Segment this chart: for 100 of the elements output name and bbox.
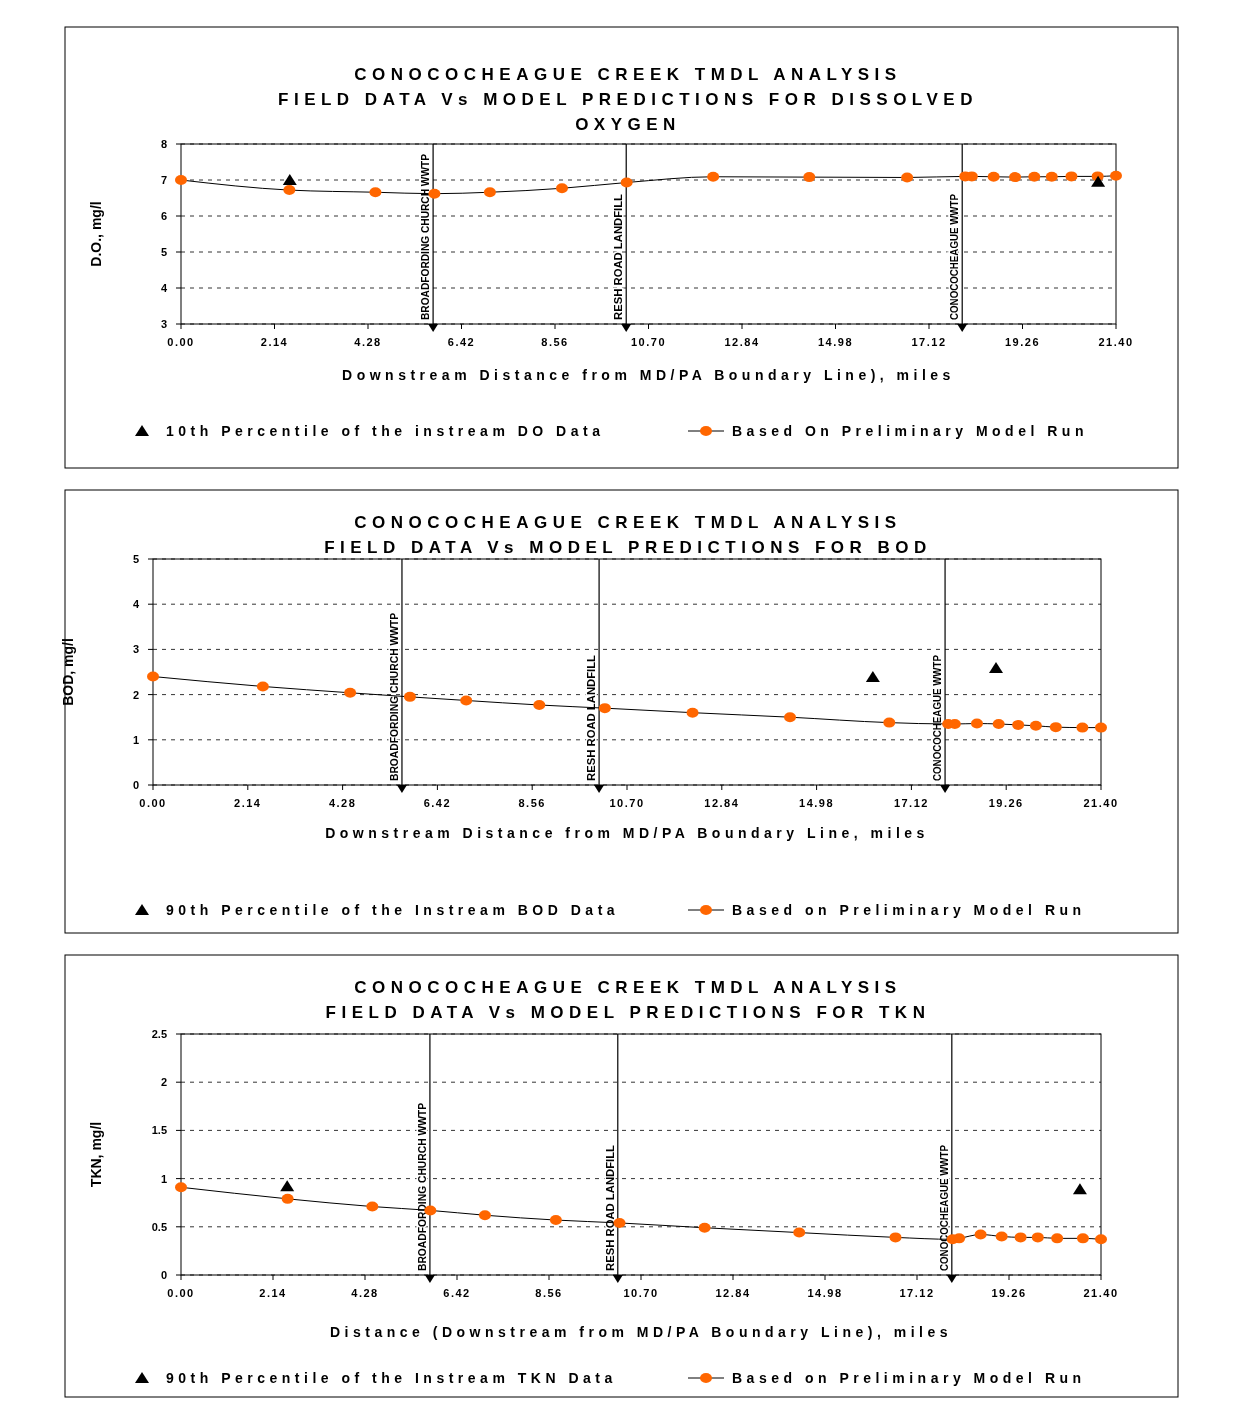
legend-label: 90th Percentile of the Instream BOD Data — [166, 902, 620, 918]
x-axis-title: Distance (Downstream from MD/PA Boundary Line), miles — [329, 1324, 953, 1340]
x-tick-label: 21.40 — [1083, 1287, 1119, 1299]
point — [1095, 722, 1107, 733]
x-tick-label: 4.28 — [354, 336, 382, 348]
y-tick-label: 1 — [160, 1172, 167, 1185]
point — [992, 718, 1005, 729]
point — [1014, 1232, 1027, 1243]
point — [281, 1193, 294, 1204]
y-tick-label: 0 — [132, 779, 139, 791]
y-tick-label: 5 — [132, 553, 139, 565]
x-tick-label: 19.26 — [988, 797, 1024, 809]
point — [970, 718, 983, 729]
point — [428, 188, 441, 199]
point — [989, 661, 1004, 673]
point — [1029, 720, 1042, 731]
point — [784, 712, 797, 723]
point — [483, 187, 496, 198]
x-tick-label: 10.70 — [609, 797, 645, 809]
y-tick-label: 2.5 — [151, 1028, 167, 1040]
point — [1065, 171, 1078, 182]
point — [1076, 1233, 1089, 1244]
point — [555, 183, 568, 194]
legend-label: 90th Percentile of the Instream TKN Data — [166, 1370, 617, 1386]
legend-label: Based on Preliminary Model Run — [732, 902, 1086, 918]
y-tick-label: 2 — [132, 688, 139, 701]
point — [865, 670, 880, 682]
x-tick-label: 2.14 — [260, 336, 289, 348]
y-tick-label: 4 — [160, 282, 168, 294]
x-tick-label: 4.28 — [328, 797, 357, 809]
x-tick-label: 21.40 — [1098, 336, 1134, 348]
x-tick-label: 10.70 — [630, 336, 667, 348]
legend-label: Based On Preliminary Model Run — [732, 423, 1088, 439]
ref-line-label: CONOCOCHEAGUE WWTP — [948, 177, 961, 320]
point — [369, 187, 382, 198]
point — [1045, 171, 1058, 182]
point — [280, 1180, 295, 1192]
point — [1095, 1234, 1107, 1245]
x-tick-label: 0.00 — [167, 336, 195, 348]
point — [175, 1182, 187, 1193]
x-tick-label: 14.98 — [807, 1287, 843, 1299]
y-tick-label: 2 — [160, 1076, 167, 1089]
point — [686, 707, 699, 718]
point — [613, 1217, 626, 1228]
y-tick-label: 6 — [160, 210, 167, 222]
point — [995, 1231, 1008, 1242]
x-tick-label: 19.26 — [1004, 336, 1041, 348]
ref-line-label: CONOCOCHEAGUE WWTP — [937, 1128, 950, 1271]
point — [533, 700, 546, 710]
point — [282, 174, 297, 185]
ref-line-label: BROADFORDING CHURCH WWTP — [419, 140, 432, 320]
x-axis-title: Downstream Distance from MD/PA Boundary Line), miles — [342, 367, 955, 383]
x-tick-label: 12.84 — [715, 1287, 751, 1299]
ref-line-label: RESH ROAD LANDFILL — [612, 193, 625, 320]
y-tick-label: 4 — [132, 598, 140, 611]
y-tick-label: 5 — [160, 246, 167, 258]
y-tick-label: 0 — [160, 1269, 167, 1281]
x-tick-label: 0.00 — [139, 797, 167, 809]
y-axis-title: D.O., mg/l — [88, 201, 104, 267]
chart-title: CONOCOCHEAGUE CREEK TMDL ANALYSIS FIELD DATA Vs MODEL PREDICTIONS FOR BOD — [324, 513, 932, 557]
x-tick-label: 19.26 — [991, 1287, 1027, 1299]
point — [478, 1210, 491, 1221]
x-tick-label: 6.42 — [447, 336, 476, 348]
ref-line-label: RESH ROAD LANDFILL — [603, 1144, 616, 1271]
chart-title: CONOCOCHEAGUE CREEK TMDL ANALYSIS FIELD DATA Vs MODEL PREDICTIONS FOR TKN — [325, 978, 931, 1022]
legend-label: Based on Preliminary Model Run — [732, 1370, 1086, 1386]
point — [620, 177, 633, 188]
x-tick-label: 8.56 — [535, 1287, 563, 1299]
point — [283, 185, 296, 196]
x-tick-label: 4.28 — [351, 1287, 379, 1299]
x-tick-label: 8.56 — [518, 797, 546, 809]
x-tick-label: 14.98 — [799, 797, 835, 809]
point — [1051, 1233, 1064, 1244]
ref-line-label: RESH ROAD LANDFILL — [585, 654, 598, 781]
point — [1091, 175, 1106, 187]
point — [987, 171, 1000, 182]
point — [598, 703, 611, 714]
point — [883, 717, 896, 728]
ref-line-label: BROADFORDING CHURCH WWTP — [415, 1091, 428, 1271]
y-axis-title: TKN, mg/l — [88, 1121, 104, 1188]
point — [974, 1229, 987, 1240]
point — [889, 1232, 902, 1243]
x-tick-label: 12.84 — [704, 797, 740, 809]
x-tick-label: 6.42 — [423, 797, 452, 809]
point — [366, 1201, 379, 1212]
point — [344, 687, 357, 698]
point — [803, 172, 816, 183]
ref-line-label: BROADFORDING CHURCH WWTP — [387, 601, 400, 781]
x-tick-label: 8.56 — [541, 336, 569, 348]
x-tick-label: 14.98 — [817, 336, 854, 348]
x-tick-label: 6.42 — [443, 1287, 471, 1299]
y-tick-label: 3 — [160, 318, 167, 330]
point — [1072, 1183, 1087, 1195]
point — [793, 1227, 806, 1238]
x-tick-label: 0.00 — [167, 1287, 195, 1299]
ref-line-label: CONOCOCHEAGUE WWTP — [931, 638, 944, 781]
x-tick-label: 21.40 — [1083, 797, 1119, 809]
x-tick-label: 10.70 — [623, 1287, 659, 1299]
point — [147, 671, 159, 682]
legend-label: 10th Percentile of the instream DO Data — [166, 423, 605, 439]
